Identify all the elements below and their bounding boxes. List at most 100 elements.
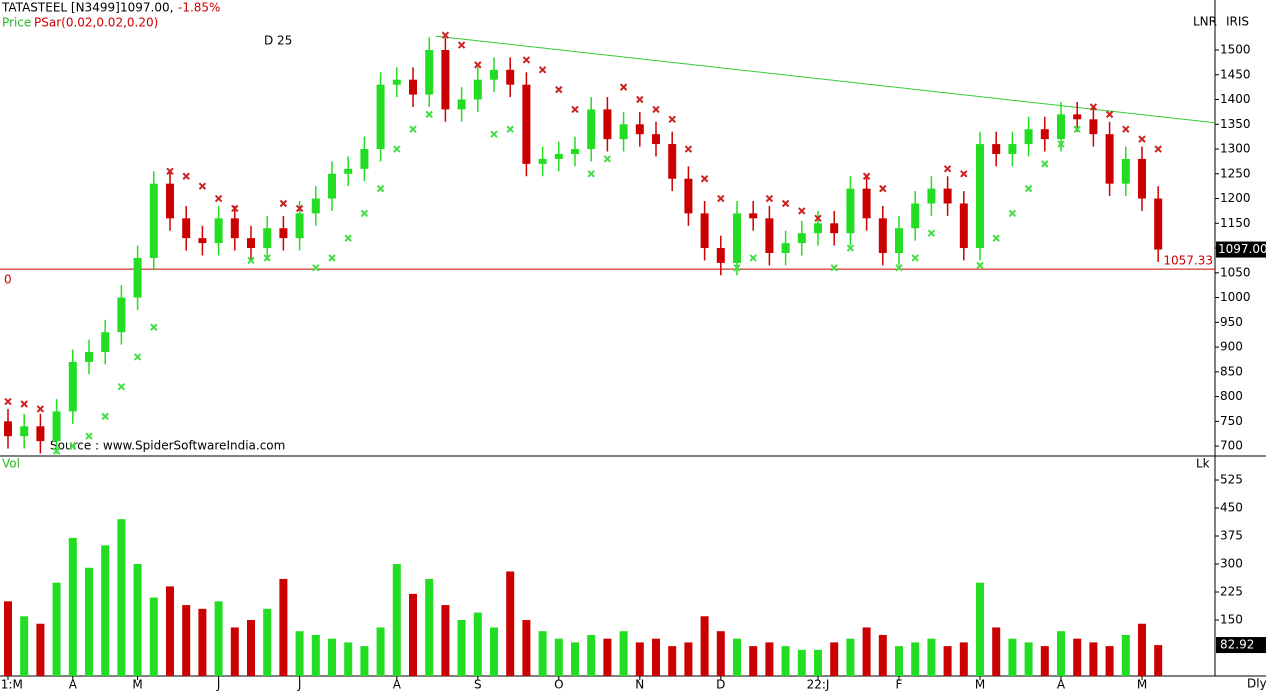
candle-body — [101, 332, 110, 353]
psar-dot — [150, 323, 158, 331]
volume-bar — [1154, 645, 1163, 676]
volume-bar — [846, 638, 855, 676]
volume-bar — [700, 616, 709, 676]
x-tick-label: F — [896, 678, 903, 692]
volume-bar — [101, 545, 110, 676]
volume-bar — [1073, 638, 1082, 676]
psar-dot — [1008, 209, 1017, 218]
candle-body — [328, 173, 336, 199]
candle-body — [716, 248, 725, 263]
candle-body — [781, 243, 790, 253]
psar-dot — [263, 254, 271, 262]
psar-dot — [976, 261, 984, 270]
psar-dot — [781, 199, 790, 208]
psar-dot — [393, 145, 401, 153]
volume-bar — [603, 638, 612, 676]
candle-body — [214, 218, 223, 244]
volume-tick-label: 150 — [1220, 613, 1243, 627]
psar-dot — [571, 105, 579, 114]
y-tick-label: 1250 — [1220, 166, 1251, 180]
volume-tick-label: 525 — [1220, 473, 1243, 487]
candle-body — [149, 183, 158, 258]
x-tick-label: O — [554, 678, 563, 692]
candle-body — [1089, 119, 1098, 135]
volume-bar — [1057, 631, 1065, 676]
psar-dot — [943, 165, 952, 173]
psar-dot — [668, 115, 676, 124]
psar-dot — [862, 172, 871, 180]
psar-dot — [295, 204, 304, 213]
psar-dot — [992, 234, 1000, 242]
candle-body — [1040, 129, 1049, 140]
candle-body — [635, 124, 644, 135]
candle-body — [684, 178, 693, 214]
last-volume-box — [1216, 637, 1266, 654]
volume-bar — [409, 593, 417, 676]
psar-dot — [328, 254, 336, 262]
psar-dot — [587, 170, 595, 178]
x-tick-label: J — [216, 678, 221, 692]
volume-bar — [1121, 634, 1130, 676]
trendline — [435, 35, 1215, 124]
volume-bar — [344, 642, 353, 676]
y-tick-label: 1300 — [1220, 142, 1251, 156]
candle-body — [133, 257, 142, 298]
candle-body — [1024, 129, 1033, 145]
x-tick-label: 22:J — [807, 678, 830, 692]
volume-label: Vol — [2, 457, 20, 471]
psar-dot — [619, 83, 628, 91]
psar-dot — [911, 254, 919, 262]
candle-body — [1105, 134, 1114, 184]
candle-body — [733, 213, 741, 263]
psar-dot — [85, 432, 93, 440]
y-tick-label: 1200 — [1220, 191, 1251, 205]
psar-dot — [360, 209, 369, 218]
candle-body — [846, 188, 855, 234]
indicator-label: Price — [2, 16, 31, 30]
psar-dot — [700, 175, 709, 183]
candle-body — [1057, 114, 1065, 140]
volume-bar — [133, 564, 142, 676]
x-tick-label: M — [1137, 678, 1147, 692]
psar-dot — [960, 170, 968, 178]
candle-body — [392, 79, 401, 85]
source: Source : www.SpiderSoftwareIndia.com — [50, 439, 285, 453]
candle-body — [862, 188, 871, 219]
candle-body — [230, 218, 239, 239]
candle-body — [927, 188, 936, 204]
candle-body — [473, 79, 482, 100]
volume-bar — [895, 646, 903, 676]
volume-bar — [587, 634, 596, 676]
volume-bar — [295, 631, 304, 676]
volume-bar — [554, 638, 563, 676]
candle-body — [554, 153, 563, 159]
psar-dot — [522, 56, 531, 64]
volume-bar — [263, 608, 272, 676]
volume-bar — [684, 642, 693, 676]
psar-dot — [1057, 140, 1065, 148]
last-price-label: 1097.00 — [1218, 242, 1266, 256]
psar-dot — [830, 264, 838, 272]
psar-dot — [814, 214, 822, 223]
volume-bar — [392, 564, 401, 676]
y-tick-label: 1050 — [1220, 265, 1251, 279]
candle-body — [911, 203, 920, 229]
volume-bar — [1138, 623, 1146, 676]
period: Dly — [1247, 677, 1266, 691]
volume-bar — [328, 638, 336, 676]
volume-bar — [182, 605, 191, 676]
psar-dot — [344, 234, 352, 242]
volume-bar — [619, 631, 628, 676]
psar-dot — [895, 264, 903, 272]
candle-body — [198, 238, 207, 244]
candle-body — [279, 228, 288, 239]
volume-bar — [976, 582, 984, 676]
x-tick-label: M — [132, 678, 142, 692]
volume-bar — [959, 642, 968, 676]
psar-dot — [36, 405, 45, 413]
x-tick-label: S — [474, 678, 482, 692]
psar-dot — [441, 31, 450, 39]
psar-dot — [198, 182, 207, 190]
scale-label: LNR — [1193, 15, 1217, 29]
